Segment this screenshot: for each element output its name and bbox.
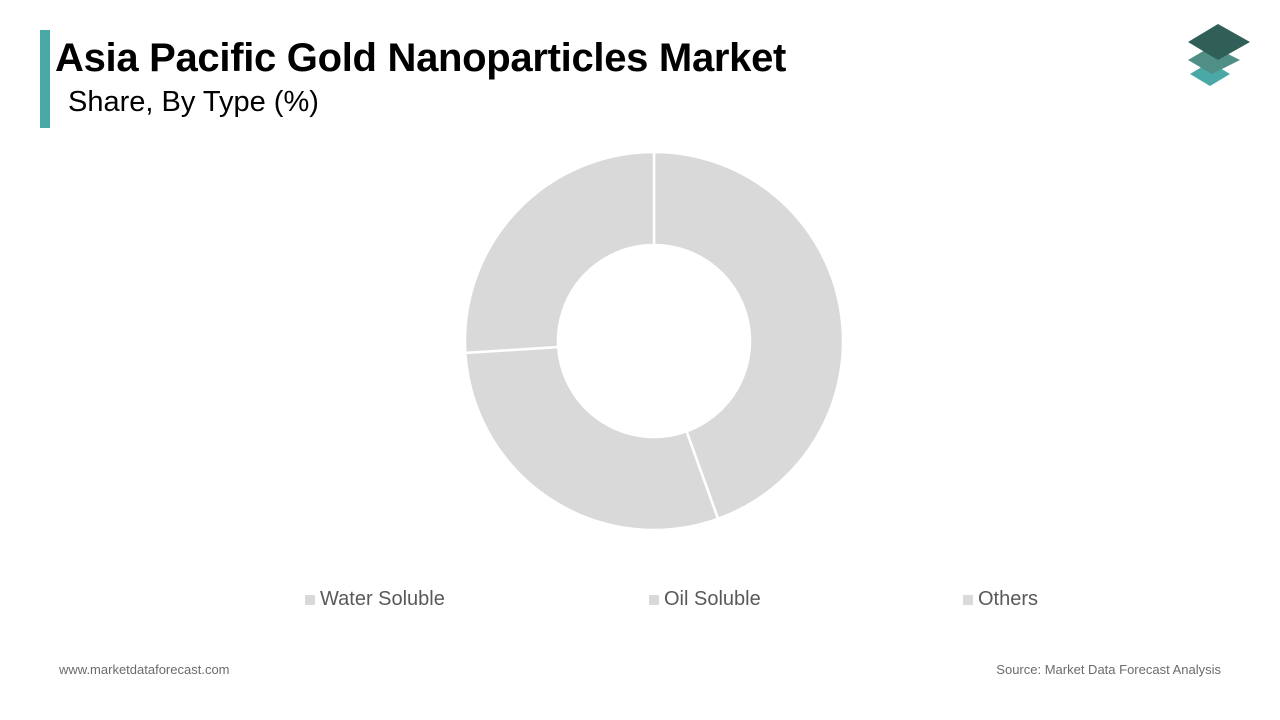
chart-legend: Water Soluble Oil Soluble Others: [0, 588, 1280, 614]
legend-label: Oil Soluble: [664, 588, 761, 610]
legend-label: Water Soluble: [320, 588, 445, 610]
legend-swatch: [649, 594, 659, 605]
legend-label: Others: [978, 588, 1039, 610]
donut-slice-others: [463, 150, 656, 355]
page-title: Asia Pacific Gold Nanoparticles Market: [55, 36, 787, 80]
footer-website: www.marketdataforecast.com: [59, 662, 230, 677]
logo-layer-middle: [1188, 46, 1240, 74]
legend-item-water-soluble: Water Soluble: [305, 588, 445, 611]
donut-slice-water-soluble: [652, 150, 845, 521]
legend-swatch: [963, 594, 973, 605]
footer-source: Source: Market Data Forecast Analysis: [996, 662, 1221, 677]
legend-swatch: [305, 594, 315, 605]
title-accent-bar: [40, 30, 50, 128]
stacked-layers-icon: [1188, 24, 1250, 86]
legend-item-oil-soluble: Oil Soluble: [649, 588, 761, 611]
legend-item-others: Others: [963, 588, 1038, 611]
donut-slice-oil-soluble: [464, 345, 720, 532]
page-subtitle: Share, By Type (%): [68, 86, 319, 118]
logo-layer-top: [1188, 24, 1250, 60]
